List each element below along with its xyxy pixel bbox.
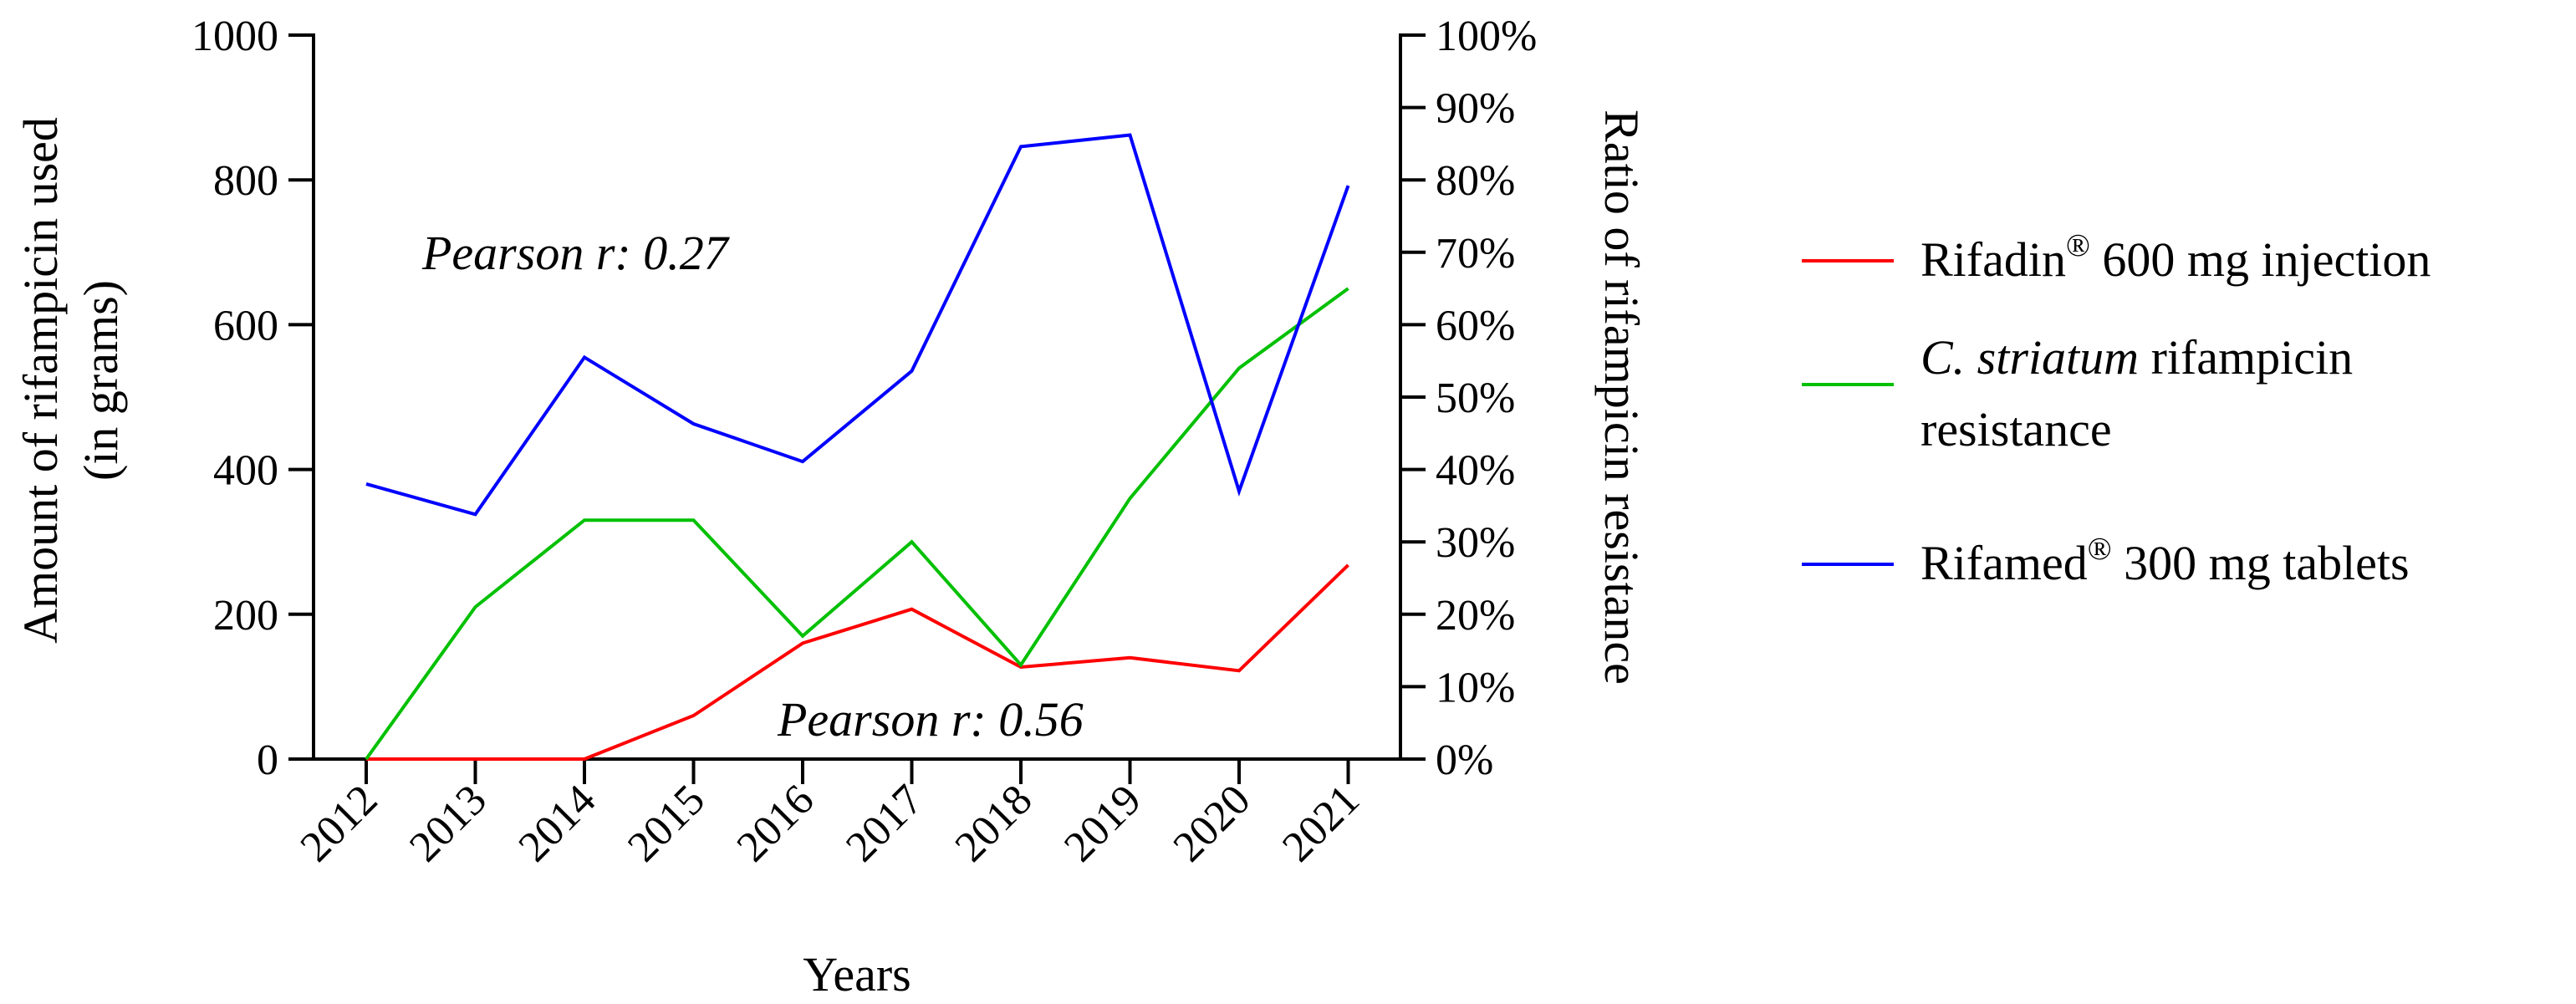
x-tick-label: 2013 (400, 776, 496, 871)
y-right-tick-label: 80% (1436, 157, 1515, 205)
y-axis-title-right: Ratio of rifampicin resistance (1594, 110, 1649, 685)
axes (312, 33, 1402, 761)
x-tick-label: 2014 (510, 776, 605, 871)
legend-label-striatum: C. striatum rifampicin (1921, 330, 2353, 385)
x-tick-label: 2016 (728, 776, 824, 871)
y-left-tick-label: 800 (213, 157, 278, 205)
x-tick-label: 2019 (1055, 776, 1150, 871)
y-right-tick-label: 20% (1436, 592, 1515, 640)
series-lines (365, 133, 1350, 761)
y-right-tick-label: 40% (1436, 447, 1515, 495)
y-left-tick-label: 1000 (191, 13, 278, 60)
y-axis-title-left-line2: (in grams) (74, 280, 128, 481)
y-right-tick-label: 100% (1436, 13, 1537, 60)
series-line-1 (366, 563, 1349, 761)
pearson-annotation-rifadin: Pearson r: 0.56 (777, 692, 1084, 747)
y-right-tick-label: 90% (1436, 85, 1515, 133)
y-right-tick-label: 30% (1436, 519, 1515, 567)
legend-label-rifadin: Rifadin® 600 mg injection (1921, 228, 2431, 287)
y-left-tick-label: 400 (213, 447, 278, 495)
x-tick-label: 2018 (946, 776, 1042, 871)
y-right-tick-label: 0% (1436, 736, 1493, 784)
legend: Rifadin® 600 mg injection C. striatum ri… (1802, 228, 2431, 590)
x-tick-label: 2020 (1165, 776, 1260, 871)
y-right-tick-label: 50% (1436, 375, 1515, 422)
x-tick-label: 2015 (619, 776, 714, 871)
y-left-tick-label: 200 (213, 592, 278, 640)
legend-label-striatum-line2: resistance (1921, 402, 2112, 456)
x-tick-label: 2021 (1273, 776, 1369, 871)
y-left-tick-label: 600 (213, 302, 278, 349)
y-right-tick-label: 70% (1436, 230, 1515, 278)
y-left-tick-label: 0 (257, 736, 278, 784)
legend-label-rifamed: Rifamed® 300 mg tablets (1921, 532, 2410, 590)
series-line-3 (365, 133, 1350, 517)
series-line-2 (365, 287, 1349, 761)
x-tick-label: 2017 (837, 776, 932, 871)
y-axis-title-left-line1: Amount of rifampicin used (13, 117, 68, 644)
pearson-annotation-rifamed: Pearson r: 0.27 (421, 226, 730, 280)
x-tick-label: 2012 (292, 776, 387, 871)
x-axis-title: Years (803, 947, 911, 1001)
y-right-tick-label: 60% (1436, 302, 1515, 349)
y-right-tick-label: 10% (1436, 664, 1515, 711)
